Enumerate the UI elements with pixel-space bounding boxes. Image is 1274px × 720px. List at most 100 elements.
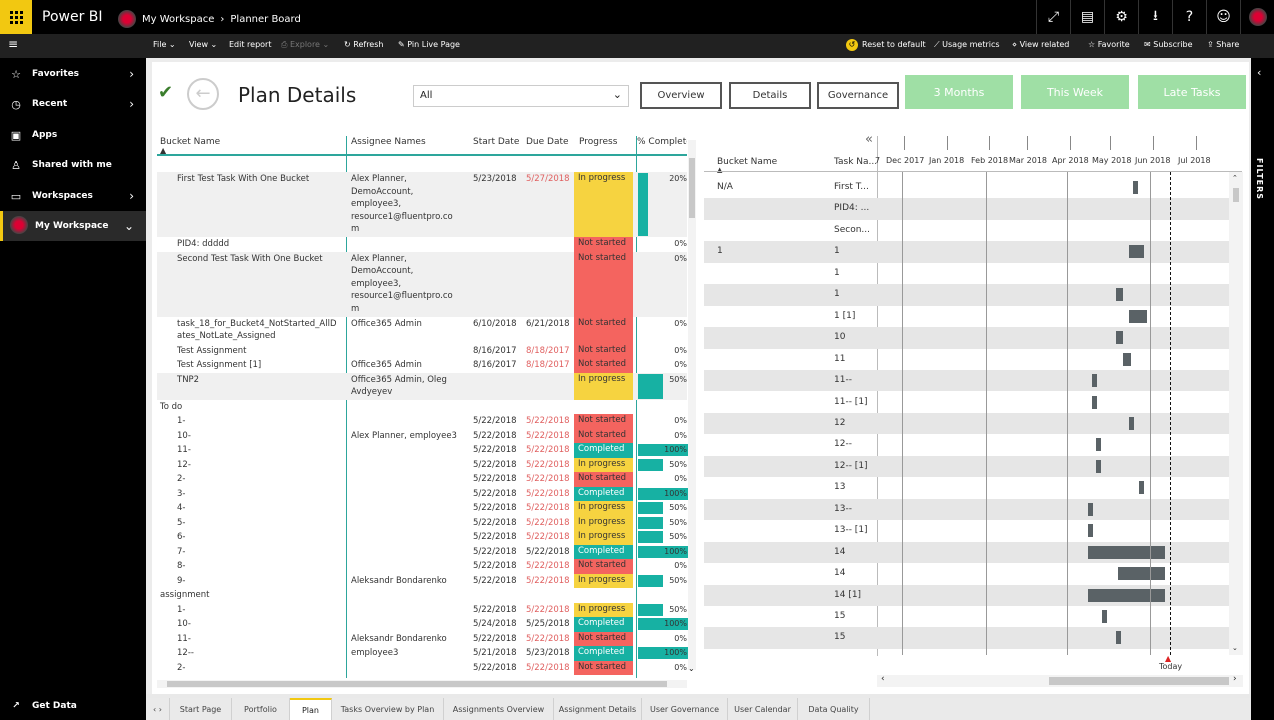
gantt-task-bar[interactable] [1095,438,1101,452]
gantt-task-bar[interactable] [1091,395,1097,409]
gantt-task-header[interactable]: Task Na... [834,157,878,167]
gantt-row[interactable] [704,498,1229,521]
column-header[interactable]: Assignee Names [351,137,426,147]
gantt-task-bar[interactable] [1116,331,1123,345]
gantt-row[interactable] [704,412,1229,435]
gantt-task-bar[interactable] [1129,245,1144,259]
three-months-button[interactable]: 3 Months [905,75,1013,109]
share-button[interactable]: ⇪ Share [1207,40,1240,49]
tab-data-quality[interactable]: Data Quality [798,698,870,720]
filters-pane[interactable]: ‹ FILTERS [1251,58,1274,720]
tab-user-calendar[interactable]: User Calendar [728,698,798,720]
avatar[interactable] [1240,0,1274,34]
usage-metrics-button[interactable]: ⟋ Usage metrics [934,40,1000,49]
gantt-task-bar[interactable] [1095,459,1101,473]
tab-start-page[interactable]: Start Page [170,698,232,720]
sidebar-item-favorites[interactable]: ☆ Favorites › [0,59,146,89]
breadcrumb-workspace[interactable]: My Workspace [142,13,215,25]
tab-plan[interactable]: Plan [290,698,332,720]
late-tasks-button[interactable]: Late Tasks [1138,75,1246,109]
gantt-bucket-header[interactable]: Bucket Name [717,157,778,167]
gantt-task-bar[interactable] [1102,610,1107,623]
gantt-row[interactable] [704,241,1229,263]
feedback-smiley-icon[interactable]: ☺ [1206,0,1240,34]
view-related-button[interactable]: ⋄ View related [1012,40,1070,49]
tab-assignment-details[interactable]: Assignment Details [554,698,642,720]
gantt-task-bar[interactable] [1117,567,1165,581]
column-header[interactable]: Bucket Name [160,137,221,147]
gantt-task-bar[interactable] [1088,545,1165,559]
sidebar-item-recent[interactable]: ◷ Recent › [0,89,146,119]
subscribe-button[interactable]: ✉ Subscribe [1144,40,1193,49]
gantt-task-bar[interactable] [1138,481,1144,495]
gear-icon[interactable]: ⚙ [1104,0,1138,34]
plan-filter-dropdown[interactable]: All ⌄ [413,85,629,107]
progress-status-cell: Not started [574,316,633,344]
details-button[interactable]: Details [729,82,811,109]
sidebar-item-my-workspace[interactable]: My Workspace ⌄ [0,211,146,241]
group-header[interactable]: To do [160,401,183,412]
gantt-task-bar[interactable] [1129,416,1135,430]
gantt-row[interactable] [704,284,1229,306]
gantt-row[interactable] [704,327,1229,349]
brand-name[interactable]: Power BI [42,9,103,25]
gantt-vertical-scrollbar[interactable] [1229,172,1243,655]
tab-tasks-overview-by-plan[interactable]: Tasks Overview by Plan [332,698,444,720]
back-button[interactable]: ← [187,78,219,110]
gantt-task-bar[interactable] [1088,524,1093,538]
scroll-left-icon[interactable]: ‹ [881,674,885,684]
table-horizontal-scrollbar[interactable] [157,680,687,688]
gantt-task-bar[interactable] [1088,502,1093,516]
gantt-task-bar[interactable] [1129,309,1148,323]
reset-to-default-button[interactable]: ↺ Reset to default [846,39,926,51]
start-date-cell: 5/22/2018 [473,662,517,673]
comment-icon[interactable]: ▤ [1070,0,1104,34]
scroll-up-icon[interactable]: ⌃ [1232,174,1238,182]
hamburger-menu-icon[interactable]: ≡ [8,37,19,51]
column-header[interactable]: Progress [579,137,618,147]
gantt-task-bar[interactable] [1116,288,1123,302]
gantt-row[interactable] [704,370,1229,392]
sidebar-item-workspaces[interactable]: ▭ Workspaces › [0,181,146,211]
tab-scroll-arrows[interactable]: ‹ › [146,698,170,720]
fullscreen-icon[interactable]: ⤢ [1036,0,1070,34]
collapse-double-chevron-icon[interactable]: « [865,132,873,147]
table-vertical-scrollbar[interactable] [688,140,696,670]
help-icon[interactable]: ? [1172,0,1206,34]
scroll-right-icon[interactable]: › [1233,674,1237,684]
pin-live-page-button[interactable]: ✎ Pin Live Page [398,40,460,49]
get-data-button[interactable]: ↗ Get Data [0,692,146,720]
tab-user-governance[interactable]: User Governance [642,698,728,720]
gantt-task-bar[interactable] [1132,181,1138,194]
sidebar-item-shared[interactable]: ♙ Shared with me [0,150,146,180]
gantt-row[interactable] [704,198,1229,220]
refresh-button[interactable]: ↻ Refresh [344,40,384,49]
gantt-task-bar[interactable] [1116,631,1121,645]
tab-portfolio[interactable]: Portfolio [232,698,290,720]
governance-button[interactable]: Governance [817,82,899,109]
overview-button[interactable]: Overview [640,82,722,109]
gantt-horizontal-scrollbar[interactable] [877,675,1243,687]
download-icon[interactable]: ⭳ [1138,0,1172,34]
column-header[interactable]: Due Date [526,137,569,147]
group-header[interactable]: assignment [160,590,210,601]
sidebar-item-apps[interactable]: ▣ Apps [0,120,146,150]
tab-assignments-overview[interactable]: Assignments Overview [444,698,554,720]
start-date-cell: 5/22/2018 [473,474,517,485]
gantt-row[interactable] [704,627,1229,649]
file-menu[interactable]: File ⌄ [153,40,176,49]
column-header[interactable]: Start Date [473,137,520,147]
breadcrumb-report[interactable]: Planner Board [230,13,301,25]
scroll-down-icon[interactable]: ⌄ [1232,644,1238,652]
favorite-button[interactable]: ☆ Favorite [1088,40,1130,49]
scroll-down-icon[interactable]: ⌄ [688,664,695,673]
this-week-button[interactable]: This Week [1021,75,1129,109]
gantt-task-bar[interactable] [1088,588,1165,602]
gantt-task-bar[interactable] [1123,352,1131,366]
app-launcher-icon[interactable] [0,0,32,34]
column-header[interactable]: % Complete [637,137,687,147]
gantt-task-bar[interactable] [1091,374,1097,388]
due-date-cell: 5/27/2018 [526,174,570,184]
view-menu[interactable]: View ⌄ [189,40,218,49]
edit-report-button[interactable]: Edit report [229,40,272,49]
